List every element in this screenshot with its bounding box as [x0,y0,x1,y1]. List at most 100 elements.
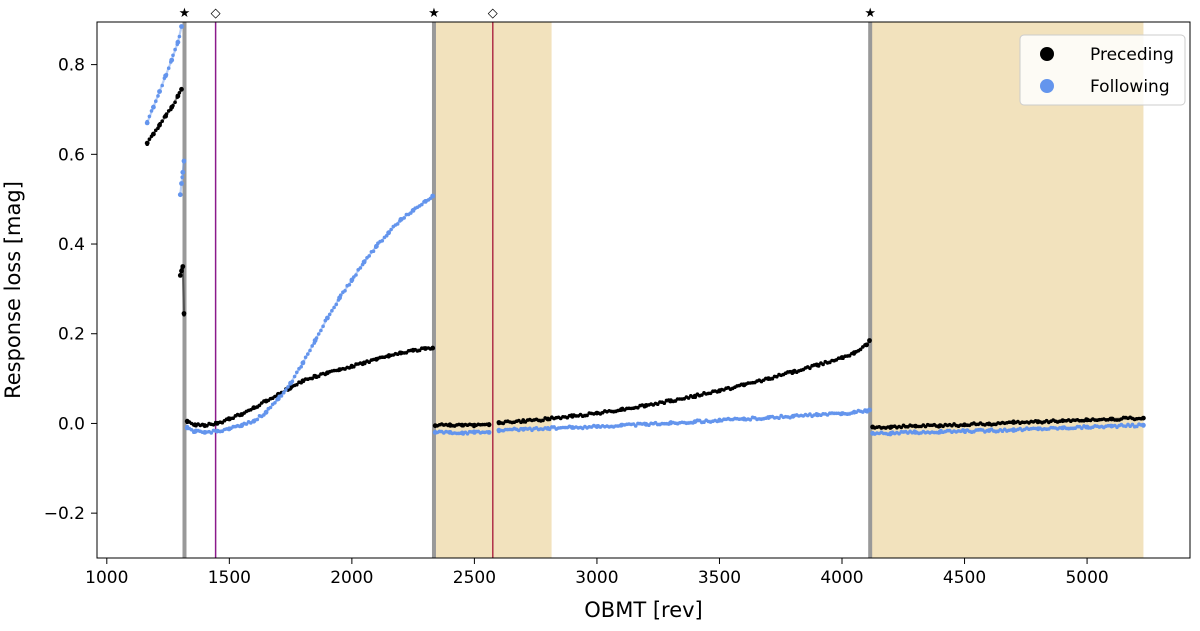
y-axis: −0.2 0.0 0.2 0.4 0.6 0.8 [44,56,97,524]
following-point [180,175,184,179]
following-point [273,401,277,405]
following-point [666,422,671,426]
preceding-trend-4 [498,339,871,424]
following-point [171,53,175,58]
following-point [330,308,334,313]
decontamination-marker-2: ★ [428,6,440,21]
preceding-point [808,366,812,371]
preceding-point [816,364,821,368]
following-point [343,289,347,293]
following-point [295,370,299,375]
following-point [865,410,869,414]
following-point [384,233,389,238]
following-point [349,279,354,284]
following-point [380,239,385,243]
following-point [387,230,391,234]
following-point [164,72,169,77]
following-point [149,109,154,113]
preceding-point [149,134,154,139]
following-point [321,324,325,329]
following-point [888,432,893,437]
following-point [299,365,304,369]
preceding-point [160,119,164,123]
following-point [389,227,393,232]
following-point [1080,426,1084,431]
following-point [244,422,249,426]
x-tick-label: 4000 [820,568,863,588]
following-point [316,332,321,336]
preceding-point [347,366,352,370]
following-point [158,89,162,94]
following-point [169,60,173,64]
preceding-point [145,142,149,146]
decontamination-marker-4: ★ [864,6,876,21]
following-point [301,360,306,364]
x-tick-label: 4500 [943,568,986,588]
following-point [395,222,400,226]
following-point [371,249,376,253]
data-points [144,24,1146,437]
event-lines [182,22,873,558]
following-point [264,411,268,415]
preceding-point [301,379,306,384]
preceding-point [686,396,691,400]
following-point [151,104,156,109]
y-tick-label: 0.8 [58,56,85,76]
x-tick-label: 2000 [330,568,373,588]
following-point [182,160,186,164]
preceding-point [770,376,775,381]
following-point [347,283,352,287]
y-tick-label: 0.0 [58,414,85,434]
following-point [306,352,310,356]
following-point [275,397,279,402]
following-point [189,428,194,432]
preceding-point [858,347,863,352]
following-point [363,259,367,263]
decontamination-marker-0: ★ [179,6,191,21]
following-point [308,348,312,353]
following-point [162,76,167,80]
preceding-point [417,348,422,353]
legend-box [1019,34,1186,106]
preceding-trend-2 [186,347,433,427]
preceding-point [1141,416,1146,420]
preceding-point [708,391,713,396]
plot-frame [96,21,1191,559]
following-point [288,382,293,386]
preceding-point [541,418,545,423]
preceding-point [352,364,356,369]
following-point [332,305,336,310]
preceding-point [177,91,182,95]
preceding-point [164,112,169,116]
following-point [936,431,941,435]
preceding-point [295,382,299,387]
preceding-point [693,395,697,400]
preceding-point [790,371,795,376]
preceding-point [179,87,184,91]
following-point [487,430,491,435]
following-point [358,266,363,270]
preceding-point [547,417,552,422]
preceding-point [852,352,856,356]
preceding-point [178,273,183,278]
following-point [312,341,317,345]
preceding-point [180,266,184,271]
preceding-point [865,342,869,347]
preceding-point [363,361,367,366]
refocus-marker-1: ◇ [211,6,221,21]
following-point [777,416,781,421]
following-point [367,254,372,258]
following-point [1135,424,1139,429]
y-tick-label: 0.6 [58,145,85,165]
following-point [292,374,297,379]
series-preceding [144,86,1146,430]
following-point [409,211,413,215]
preceding-point [231,416,235,421]
preceding-point [211,423,216,427]
following-point [420,202,424,207]
following-point [338,293,343,298]
following-point [179,24,184,29]
preceding-point [169,107,173,112]
following-point [325,315,330,320]
following-point [430,194,435,199]
